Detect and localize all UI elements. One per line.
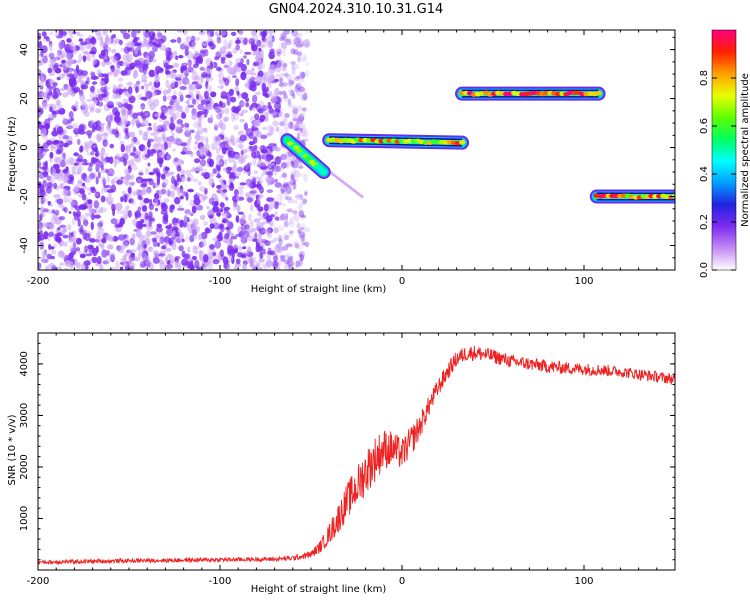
x-tick-label: 100 bbox=[574, 576, 593, 587]
colorbar-gradient bbox=[711, 29, 737, 271]
colorbar-tick-label: 0.2 bbox=[699, 214, 710, 230]
y-axis-title: Frequency (Hz) bbox=[7, 116, 18, 192]
faint-tail bbox=[322, 165, 364, 199]
x-axis-title: Height of straight line (km) bbox=[251, 284, 387, 295]
colorbar-tick-label: 0.4 bbox=[699, 166, 710, 182]
colorbar-tick-label: 0.0 bbox=[699, 262, 710, 278]
x-tick-label: -100 bbox=[209, 276, 232, 287]
x-axis-title: Height of straight line (km) bbox=[251, 584, 387, 595]
noise-region bbox=[38, 30, 311, 270]
x-tick-label: 100 bbox=[574, 276, 593, 287]
x-tick-label: -200 bbox=[27, 576, 50, 587]
y-tick-label: 1000 bbox=[19, 506, 30, 531]
snr-plot: -200 -100 0 100 1000 2000 3000 4000 Height of st… bbox=[7, 332, 676, 595]
y-tick-label: 3000 bbox=[19, 403, 30, 428]
y-tick-label: 20 bbox=[19, 92, 30, 105]
signal-segment bbox=[322, 133, 470, 150]
snr-frame bbox=[37, 332, 676, 571]
x-tick-label: 0 bbox=[399, 276, 405, 287]
colorbar-tick-label: 0.6 bbox=[699, 118, 710, 134]
x-tick-label: 0 bbox=[399, 576, 405, 587]
y-tick-label: 0 bbox=[19, 144, 30, 150]
chart-title: GN04.2024.310.10.31.G14 bbox=[268, 2, 444, 17]
signal-segment bbox=[280, 133, 331, 180]
y-axis-title: SNR (10 * v/v) bbox=[7, 414, 18, 485]
y-tick-label: -40 bbox=[19, 237, 30, 253]
y-tick-label: 40 bbox=[19, 43, 30, 56]
x-tick-label: -100 bbox=[209, 576, 232, 587]
signal-segment bbox=[589, 189, 675, 204]
signal-segment bbox=[455, 86, 606, 101]
snr-series-line bbox=[38, 345, 675, 566]
colorbar-label: Normalized spectral amplitude bbox=[740, 73, 750, 227]
colorbar: 0.0 0.2 0.4 0.6 0.8 Normalized spectral ampli… bbox=[699, 29, 750, 278]
y-tick-label: 2000 bbox=[19, 454, 30, 479]
x-tick-label: -200 bbox=[27, 276, 50, 287]
colorbar-tick-label: 0.8 bbox=[699, 70, 710, 86]
spectrogram-frame bbox=[37, 29, 676, 271]
y-tick-label: 4000 bbox=[19, 351, 30, 376]
y-tick-label: -20 bbox=[19, 188, 30, 204]
spectrogram-data bbox=[38, 30, 675, 270]
